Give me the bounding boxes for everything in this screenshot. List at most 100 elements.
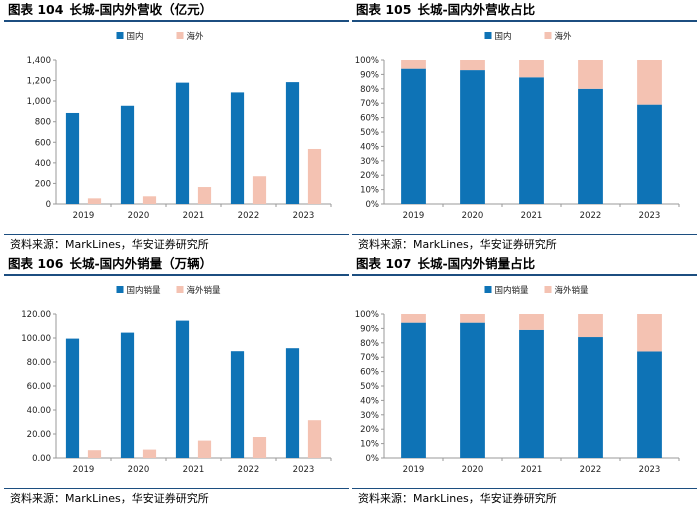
- y-tick-label: 40%: [360, 142, 379, 152]
- bar-domestic: [230, 351, 245, 458]
- bar-overseas: [142, 449, 157, 458]
- legend-label: 海外: [187, 31, 205, 42]
- y-tick-label: 60%: [360, 368, 379, 378]
- bar-overseas: [252, 437, 267, 458]
- bar-overseas: [578, 314, 603, 338]
- chart-panel-sales: 图表 106 长城-国内外销量（万辆） 国内销量 海外销量 0.00 20.00 40.0…: [4, 254, 349, 508]
- chart-title: 图表 107 长城-国内外销量占比: [352, 254, 697, 276]
- legend-label: 国内: [495, 31, 512, 42]
- x-tick-label: 2023: [293, 211, 315, 221]
- y-tick-label: 40.00: [27, 406, 51, 416]
- stacked-bar-chart: 国内 海外 0% 10% 20% 30% 40% 50% 60% 70% 80% 90% 100% 201…: [355, 31, 680, 221]
- figure-number: 图表 106: [8, 256, 64, 271]
- legend-label: 海外销量: [555, 285, 590, 296]
- legend-label: 国内: [127, 31, 144, 42]
- y-tick-label: 70%: [360, 353, 379, 363]
- figure-title: 长城-国内外销量（万辆）: [69, 256, 213, 271]
- bar-domestic: [175, 82, 190, 204]
- bar-overseas: [460, 314, 485, 323]
- x-tick-label: 2021: [521, 465, 543, 475]
- x-tick-label: 2019: [403, 465, 425, 475]
- y-tick-label: 40%: [360, 396, 379, 406]
- y-tick-label: 200: [35, 179, 51, 189]
- y-tick-label: 90%: [360, 70, 379, 80]
- source-note: 资料来源：MarkLines，华安证券研究所: [4, 488, 349, 508]
- x-tick-label: 2023: [293, 465, 315, 475]
- chart-panel-revenue: 图表 104 长城-国内外营收（亿元） 国内 海外 0 200 400 600 800 1,00…: [4, 0, 349, 254]
- y-tick-label: 100.00: [21, 334, 51, 344]
- bar-domestic: [637, 104, 662, 204]
- y-tick-label: 30%: [360, 157, 379, 167]
- y-tick-label: 80%: [360, 85, 379, 95]
- bar-domestic: [120, 105, 135, 204]
- chart-title: 图表 106 长城-国内外销量（万辆）: [4, 254, 349, 276]
- bar-domestic: [230, 92, 245, 204]
- figure-title: 长城-国内外营收占比: [417, 2, 536, 17]
- stacked-bar-chart: 国内销量 海外销量 0% 10% 20% 30% 40% 50% 60% 70% 80% 90% 100…: [355, 285, 680, 475]
- legend-label: 海外销量: [187, 285, 222, 296]
- x-tick-label: 2021: [521, 211, 543, 221]
- source-note: 资料来源：MarkLines，华安证券研究所: [352, 488, 697, 508]
- bar-domestic: [637, 351, 662, 458]
- bar-overseas: [519, 60, 544, 78]
- bar-overseas: [307, 148, 322, 204]
- y-tick-label: 20.00: [27, 430, 51, 440]
- y-tick-label: 20%: [360, 171, 379, 181]
- bar-chart: 国内 海外 0 200 400 600 800 1,000 1,200 1,400 2019 2020…: [27, 31, 332, 221]
- bar-domestic: [578, 337, 603, 458]
- source-note: 资料来源：MarkLines，华安证券研究所: [352, 234, 697, 254]
- y-tick-label: 20%: [360, 425, 379, 435]
- bar-domestic: [285, 82, 300, 204]
- y-tick-label: 0%: [366, 200, 380, 210]
- x-tick-label: 2020: [462, 465, 484, 475]
- bar-domestic: [578, 88, 603, 204]
- legend-swatch: [116, 32, 124, 39]
- y-tick-label: 60%: [360, 114, 379, 124]
- bar-domestic: [120, 332, 135, 458]
- chart-panel-sales-share: 图表 107 长城-国内外销量占比 国内销量 海外销量 0% 10% 20% 30% 40% 5…: [352, 254, 697, 508]
- bar-overseas: [519, 314, 544, 330]
- y-tick-label: 0: [46, 200, 51, 210]
- bar-domestic: [65, 338, 80, 458]
- bar-domestic: [460, 70, 485, 204]
- bar-domestic: [519, 329, 544, 458]
- y-tick-label: 0%: [366, 454, 380, 464]
- bar-overseas: [252, 176, 267, 204]
- x-tick-label: 2020: [128, 465, 150, 475]
- y-tick-label: 400: [35, 159, 51, 169]
- y-tick-label: 800: [35, 118, 51, 128]
- x-tick-label: 2021: [183, 465, 205, 475]
- x-tick-label: 2022: [238, 211, 260, 221]
- legend-label: 国内销量: [127, 285, 162, 296]
- y-tick-label: 10%: [360, 186, 379, 196]
- x-tick-label: 2022: [580, 465, 602, 475]
- bar-overseas: [401, 60, 426, 69]
- bar-overseas: [637, 60, 662, 105]
- legend-swatch: [484, 32, 492, 39]
- bar-chart: 国内销量 海外销量 0.00 20.00 40.00 60.00 80.00 100.00 12…: [21, 285, 332, 475]
- y-tick-label: 1,400: [27, 56, 51, 66]
- chart-title: 图表 105 长城-国内外营收占比: [352, 0, 697, 22]
- bar-domestic: [401, 322, 426, 458]
- x-tick-label: 2020: [462, 211, 484, 221]
- bar-overseas: [197, 187, 212, 204]
- y-tick-label: 50%: [360, 128, 379, 138]
- x-tick-label: 2022: [238, 465, 260, 475]
- bar-overseas: [142, 196, 157, 204]
- y-tick-label: 600: [35, 138, 51, 148]
- y-tick-label: 30%: [360, 411, 379, 421]
- legend-swatch: [484, 286, 492, 293]
- y-tick-label: 50%: [360, 382, 379, 392]
- bar-overseas: [401, 314, 426, 323]
- y-tick-label: 10%: [360, 440, 379, 450]
- bar-domestic: [401, 68, 426, 204]
- y-tick-label: 0.00: [32, 454, 51, 464]
- figure-title: 长城-国内外销量占比: [417, 256, 536, 271]
- y-tick-label: 80%: [360, 339, 379, 349]
- legend-swatch: [176, 286, 184, 293]
- figure-number: 图表 105: [356, 2, 412, 17]
- y-tick-label: 1,000: [27, 97, 51, 107]
- legend-swatch: [176, 32, 184, 39]
- legend-swatch: [544, 286, 552, 293]
- x-tick-label: 2022: [580, 211, 602, 221]
